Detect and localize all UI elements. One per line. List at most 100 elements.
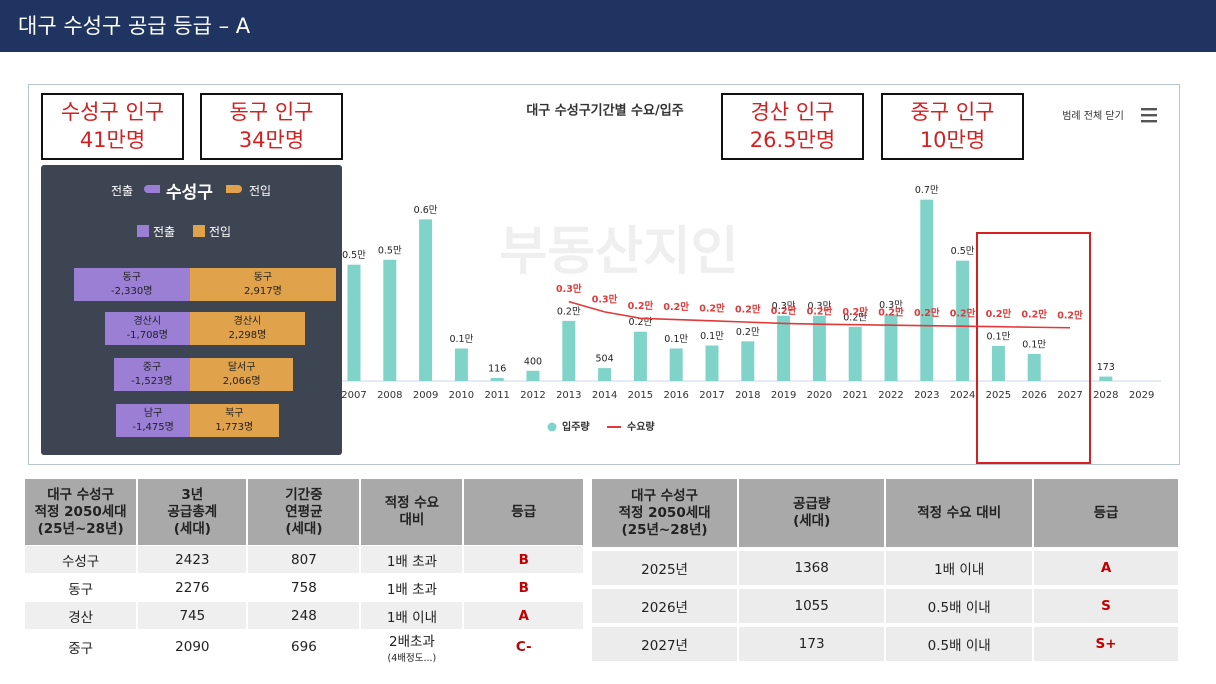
in-region: 북구 — [225, 408, 244, 419]
cell: 696 — [248, 629, 362, 664]
bar-value-label: 0.5만 — [951, 246, 975, 257]
arrow — [226, 185, 242, 193]
out-value-label: -2,330명 — [111, 286, 153, 297]
population-value: 34만명 — [238, 128, 305, 152]
bar — [454, 348, 468, 381]
line-value-label: 0.2만 — [663, 301, 689, 313]
bar — [490, 378, 504, 381]
line-value-label: 0.2만 — [699, 302, 725, 314]
line-value-label: 0.2만 — [986, 308, 1012, 320]
legend-button[interactable]: 범례 전체 닫기 — [1062, 110, 1124, 122]
out-region: 동구 — [122, 272, 141, 283]
cell: 1배 초과 — [361, 545, 465, 573]
bar — [598, 368, 612, 381]
bar-value-label: 0.2만 — [736, 327, 760, 338]
bar-value-label: 0.2만 — [557, 306, 581, 317]
cell: 1055 — [739, 585, 887, 623]
in-value-label: 2,298명 — [228, 330, 267, 341]
bar-value-label: 173 — [1097, 362, 1115, 373]
cell: 2090 — [138, 629, 249, 664]
x-tick-label: 2023 — [914, 390, 939, 401]
cell: 248 — [248, 601, 362, 629]
x-tick-label: 2009 — [413, 390, 438, 401]
row: 2025년 1368 1배 이내 A — [592, 547, 1180, 585]
x-tick-label: 2028 — [1093, 390, 1118, 401]
header-cell: 등급 — [464, 479, 585, 545]
in-value-label: 1,773명 — [215, 422, 254, 433]
cell: 2배초과 (4배정도...) — [361, 629, 465, 664]
legend-label: 전입 — [209, 225, 232, 239]
legend-label: 전출 — [153, 225, 176, 239]
migration-panel: 전출 수성구 전입 전출 전입 동구 -2,330명 동구 2,917명 경산시 -1,708명 경산… — [41, 165, 342, 455]
bar-value-label: 0.6만 — [414, 205, 438, 216]
cell: 중구 — [25, 629, 139, 664]
in-value-label: 2,066명 — [222, 376, 261, 387]
in-bar: 달서구 2,066명 — [190, 358, 294, 391]
x-tick-label: 2011 — [484, 390, 509, 401]
line-value-label: 0.2만 — [950, 308, 976, 320]
bar — [848, 326, 862, 381]
line-value-label: 0.2만 — [878, 307, 904, 319]
bar — [1099, 376, 1113, 381]
legend-swatch — [137, 225, 149, 237]
cell: 동구 — [25, 573, 139, 601]
cell: A — [1034, 547, 1180, 585]
x-tick-label: 2013 — [556, 390, 581, 401]
x-tick-label: 2016 — [663, 390, 688, 401]
bar-value-label: 0.2만 — [628, 317, 652, 328]
out-value-label: -1,475명 — [132, 422, 174, 433]
header-cell: 공급량 (세대) — [739, 479, 887, 547]
bar — [633, 331, 647, 381]
header-cell: 3년 공급총계 (세대) — [138, 479, 249, 545]
x-tick-label: 2020 — [807, 390, 832, 401]
x-tick-label: 2015 — [628, 390, 653, 401]
bar — [884, 314, 898, 381]
bar-value-label: 0.1만 — [986, 331, 1010, 342]
line-value-label: 0.2만 — [914, 307, 940, 319]
line-value-label: 0.3만 — [556, 283, 582, 295]
bar — [777, 315, 791, 381]
population-label: 경산 인구 — [750, 100, 835, 124]
cell: S+ — [1034, 623, 1180, 661]
in-bar: 경산시 2,298명 — [190, 312, 305, 345]
cell: B — [464, 573, 585, 601]
row: 2026년 1055 0.5배 이내 S — [592, 585, 1180, 623]
population-value: 41만명 — [79, 128, 146, 152]
menu-icon — [1141, 108, 1157, 111]
bar — [562, 320, 576, 381]
row: 경산 745 248 1배 이내 A — [25, 601, 585, 629]
x-tick-label: 2008 — [377, 390, 402, 401]
bar — [1027, 353, 1041, 381]
bar-value-label: 0.5만 — [378, 245, 402, 256]
line — [568, 300, 1071, 329]
out-region: 남구 — [143, 408, 163, 419]
population-label: 수성구 인구 — [60, 100, 165, 124]
bar — [419, 219, 433, 381]
in-region: 경산시 — [233, 316, 262, 327]
x-tick-label: 2012 — [520, 390, 545, 401]
legend-symbol — [547, 422, 557, 432]
header-cell: 적정 수요 대비 — [886, 479, 1035, 547]
bar-value-label: 0.1만 — [1022, 339, 1046, 350]
bar — [383, 259, 397, 381]
menu-icon — [1141, 114, 1157, 117]
header-cell: 기간중 연평균 (세대) — [248, 479, 362, 545]
line-value-label: 0.2만 — [1057, 309, 1083, 321]
cell: 758 — [248, 573, 362, 601]
population-label: 중구 인구 — [910, 100, 995, 124]
cell: 1배 이내 — [361, 601, 465, 629]
migration-out-label: 전출 — [111, 184, 134, 198]
bar — [991, 345, 1005, 381]
line-value-label: 0.2만 — [628, 300, 654, 312]
line-value-label: 0.2만 — [807, 306, 833, 318]
cell: S — [1034, 585, 1180, 623]
cell: 745 — [138, 601, 249, 629]
legend-label: 수요량 — [627, 421, 655, 433]
header-cell: 등급 — [1034, 479, 1180, 547]
cell: 수성구 — [25, 545, 139, 573]
x-tick-label: 2007 — [341, 390, 366, 401]
cell: 1배 초과 — [361, 573, 465, 601]
in-value-label: 2,917명 — [244, 286, 282, 297]
bar — [956, 260, 970, 381]
out-region: 중구 — [142, 362, 162, 373]
